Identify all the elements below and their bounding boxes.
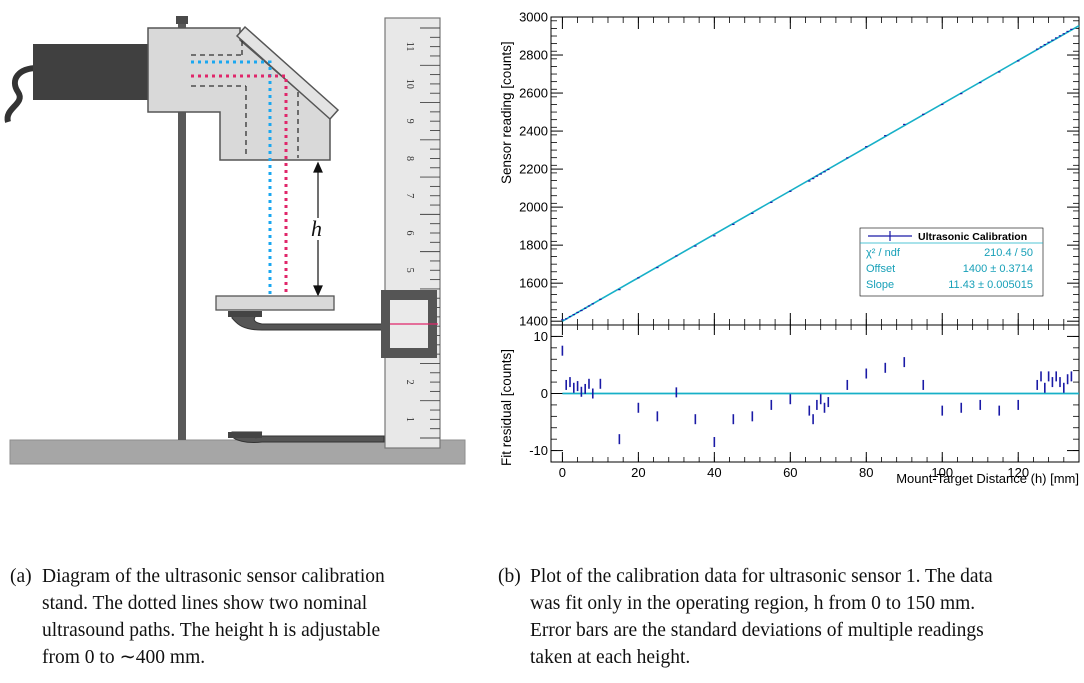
ruler-tick-label: 11 bbox=[404, 42, 415, 52]
caption-b-line: taken at each height. bbox=[530, 647, 691, 668]
caption-a-line: Diagram of the ultrasonic sensor calibra… bbox=[42, 566, 385, 587]
top-y-tick-label: 2000 bbox=[519, 200, 548, 215]
x-tick-label: 80 bbox=[859, 465, 873, 480]
base-arm-bar bbox=[228, 432, 262, 438]
height-label: h bbox=[311, 216, 322, 241]
legend-row-offset-name: Offset bbox=[866, 263, 895, 275]
ruler-tick-label: 6 bbox=[404, 231, 415, 236]
sensor-cable bbox=[4, 65, 39, 123]
ruler-slider-clamp bbox=[381, 290, 438, 358]
caption-b-line: Plot of the calibration data for ultraso… bbox=[530, 566, 993, 587]
legend-row-slope-name: Slope bbox=[866, 279, 894, 291]
target-arm-bar bbox=[228, 311, 262, 317]
top-fit-line bbox=[561, 24, 1080, 322]
legend-row-chi2-value: 210.4 / 50 bbox=[984, 247, 1033, 259]
top-y-tick-label: 1600 bbox=[519, 276, 548, 291]
top-y-tick-label: 2600 bbox=[519, 86, 548, 101]
angled-reflector bbox=[235, 25, 340, 121]
calibration-stand-diagram: h 1234567891011 bbox=[4, 16, 466, 465]
ruler-tick-label: 2 bbox=[404, 380, 415, 385]
calibration-plot: 1400 1600 1800 2000 2200 2400 2600 2800 3000 0 20… bbox=[499, 10, 1080, 486]
height-arrow bbox=[313, 161, 323, 297]
fit-legend: Ultrasonic Calibration χ² / ndf 210.4 / … bbox=[859, 227, 1044, 297]
ultrasound-path-blue bbox=[191, 60, 272, 296]
ruler-tick-label: 9 bbox=[404, 119, 415, 124]
top-y-tick-label: 1800 bbox=[519, 238, 548, 253]
x-tick-label: 100 bbox=[931, 465, 953, 480]
top-y-tick-label: 2200 bbox=[519, 162, 548, 177]
caption-a: (a) Diagram of the ultrasonic sensor cal… bbox=[10, 563, 465, 683]
caption-a-line: ultrasound paths. The height h is adjust… bbox=[42, 620, 381, 641]
bottom-axes: 0 20 40 60 80 100 120 -10 0 10 bbox=[529, 324, 1079, 480]
caption-a-line: from 0 to ∼400 mm. bbox=[42, 647, 206, 668]
top-y-tick-label: 3000 bbox=[519, 10, 548, 25]
x-tick-label: 120 bbox=[1007, 465, 1029, 480]
bottom-y-tick-label: -10 bbox=[529, 443, 548, 458]
x-tick-label: 60 bbox=[783, 465, 797, 480]
top-y-tick-label: 2400 bbox=[519, 124, 548, 139]
caption-a-label: (a) bbox=[10, 566, 32, 587]
caption-b-label: (b) bbox=[498, 566, 521, 587]
ruler-tick-label: 10 bbox=[404, 79, 415, 89]
caption-b-line: Error bars are the standard deviations o… bbox=[530, 620, 984, 641]
top-data-points bbox=[561, 28, 1073, 321]
bottom-y-axis-label: Fit residual [counts] bbox=[499, 349, 514, 466]
legend-row-offset-value: 1400 ± 0.3714 bbox=[963, 263, 1033, 275]
mount-dashed-channel bbox=[191, 40, 299, 158]
ruler-tick-label: 8 bbox=[404, 156, 415, 161]
vertical-pole bbox=[178, 20, 186, 440]
top-y-tick-label: 1400 bbox=[519, 314, 548, 329]
target-plate bbox=[215, 295, 335, 311]
top-axes: 1400 1600 1800 2000 2200 2400 2600 2800 3000 bbox=[519, 10, 1079, 329]
legend-row-slope-value: 11.43 ± 0.005015 bbox=[948, 279, 1033, 291]
residual-points bbox=[561, 345, 1073, 448]
caption-b-line: was fit only in the operating region, h … bbox=[530, 593, 976, 614]
top-y-axis-label: Sensor reading [counts] bbox=[499, 41, 514, 184]
top-y-tick-label: 2800 bbox=[519, 48, 548, 63]
ruler-tick-label: 5 bbox=[404, 268, 415, 273]
fit-line bbox=[561, 24, 1080, 322]
x-tick-label: 40 bbox=[707, 465, 721, 480]
x-tick-label: 0 bbox=[559, 465, 566, 480]
bottom-y-tick-label: 10 bbox=[534, 329, 548, 344]
legend-row-chi2-name: χ² / ndf bbox=[866, 247, 901, 259]
bottom-y-tick-label: 0 bbox=[541, 386, 548, 401]
ruler-tick-label: 7 bbox=[404, 193, 415, 198]
x-tick-label: 20 bbox=[631, 465, 645, 480]
ruler-tick-label: 1 bbox=[404, 417, 415, 422]
x-axis-label: Mount-Target Distance (h) [mm] bbox=[896, 471, 1079, 486]
caption-b: (b) Plot of the calibration data for ult… bbox=[498, 563, 1084, 683]
pole-cap bbox=[176, 16, 188, 24]
caption-a-line: stand. The dotted lines show two nominal bbox=[42, 593, 368, 614]
legend-title: Ultrasonic Calibration bbox=[918, 231, 1027, 243]
